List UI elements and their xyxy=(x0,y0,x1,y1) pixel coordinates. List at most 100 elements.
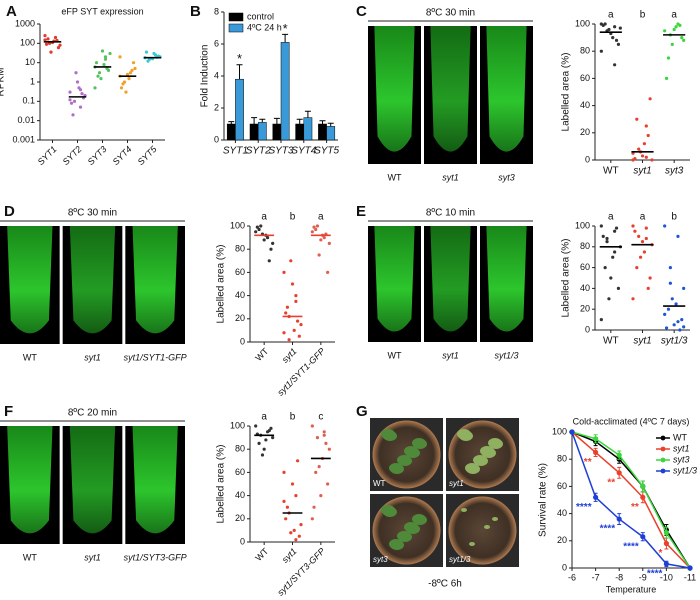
dot xyxy=(289,259,293,263)
legend-swatch xyxy=(228,12,244,22)
y-tick-label: 100 xyxy=(230,420,245,430)
y-tick-label: 0 xyxy=(240,536,245,546)
x-tick-label: -6 xyxy=(568,572,576,582)
dot xyxy=(317,465,321,469)
legend-marker xyxy=(660,468,666,474)
point xyxy=(663,561,670,567)
dot xyxy=(265,236,270,240)
series-line xyxy=(571,431,691,569)
series-line xyxy=(571,431,691,569)
dot xyxy=(607,297,611,301)
dot xyxy=(271,436,275,440)
dot xyxy=(599,224,603,228)
dot xyxy=(285,305,289,309)
point xyxy=(569,429,575,435)
y-tick-label: 8 xyxy=(214,6,219,16)
dot xyxy=(267,259,271,263)
y-tick-label: 60 xyxy=(557,481,567,491)
micrograph-label: syt1 xyxy=(84,352,101,362)
bar xyxy=(249,123,259,141)
dot xyxy=(663,312,667,316)
significance: * xyxy=(283,21,288,36)
dot xyxy=(605,240,609,244)
group-letter: b xyxy=(640,10,646,21)
dot xyxy=(257,441,261,445)
point xyxy=(616,452,622,458)
micrograph-title: 8ºC 30 min xyxy=(68,208,117,219)
dot xyxy=(648,276,652,280)
plant xyxy=(461,508,467,512)
y-axis-label: Labelled area (%) xyxy=(561,53,572,132)
y-tick-label: 80 xyxy=(235,444,245,454)
dot xyxy=(152,51,156,56)
point xyxy=(640,534,646,540)
point xyxy=(663,540,670,547)
plant xyxy=(489,439,503,449)
x-tick-label: syt1 xyxy=(280,346,299,365)
dot xyxy=(322,430,326,434)
group-letter: a xyxy=(608,10,614,21)
dot xyxy=(599,318,603,322)
x-tick-label: -11 xyxy=(684,572,696,582)
x-tick-label: SYT5 xyxy=(136,143,160,167)
y-tick-label: 20 xyxy=(580,304,590,314)
micrograph-title: 8ºC 30 min xyxy=(426,8,475,19)
dot xyxy=(284,311,288,315)
photo-label: WT xyxy=(373,479,386,488)
dot xyxy=(71,113,75,117)
micrograph-title: 8ºC 20 min xyxy=(68,408,117,419)
dot xyxy=(125,72,130,76)
dot xyxy=(284,517,288,521)
error-bar xyxy=(282,33,289,43)
plant xyxy=(482,448,496,458)
y-tick-label: 0.1 xyxy=(22,96,35,106)
legend-marker xyxy=(660,457,666,463)
error-bar xyxy=(296,118,303,124)
group-letter: b xyxy=(671,212,677,223)
micrograph-label: syt1 xyxy=(442,350,459,360)
dot xyxy=(635,266,639,270)
dot xyxy=(254,424,258,428)
dot xyxy=(326,482,330,486)
bar xyxy=(235,78,244,141)
y-tick-label: 100 xyxy=(552,426,567,436)
y-tick-label: 20 xyxy=(557,535,567,545)
series-line xyxy=(571,431,691,569)
dot xyxy=(324,441,328,445)
bar xyxy=(272,123,282,141)
dot xyxy=(78,105,83,109)
photo-caption: -8ºC 6h xyxy=(428,579,462,590)
root xyxy=(486,226,527,332)
legend-label: syt1/3 xyxy=(673,465,697,475)
micrograph-label: syt1 xyxy=(84,552,101,562)
plant xyxy=(390,464,404,474)
x-tick-label: SYT2 xyxy=(246,146,271,157)
x-tick-label: SYT4 xyxy=(111,144,134,167)
root xyxy=(374,226,415,332)
x-tick-label: syt1/3 xyxy=(661,336,688,347)
dot xyxy=(271,241,275,245)
x-tick-label: -9 xyxy=(639,572,647,582)
plant xyxy=(466,464,480,474)
dot xyxy=(68,98,72,102)
dot xyxy=(672,27,676,32)
legend-marker xyxy=(660,435,666,441)
dot xyxy=(43,38,47,42)
dot xyxy=(609,276,613,280)
chart-title: Cold-acclimated (4ºC 7 days) xyxy=(573,416,690,426)
y-tick-label: 60 xyxy=(235,467,245,477)
dot xyxy=(682,286,686,290)
y-tick-label: 0.001 xyxy=(12,134,35,144)
significance: ** xyxy=(584,457,592,468)
x-tick-label: -7 xyxy=(592,572,600,582)
dot xyxy=(94,61,99,65)
legend-label: control xyxy=(247,11,274,21)
dot xyxy=(262,447,266,451)
y-tick-label: 0.01 xyxy=(17,115,35,125)
group-letter: a xyxy=(261,412,267,423)
dot xyxy=(287,338,291,342)
photo-label: syt1/3 xyxy=(449,555,471,564)
dot xyxy=(297,334,301,338)
y-tick-label: 40 xyxy=(580,283,590,293)
